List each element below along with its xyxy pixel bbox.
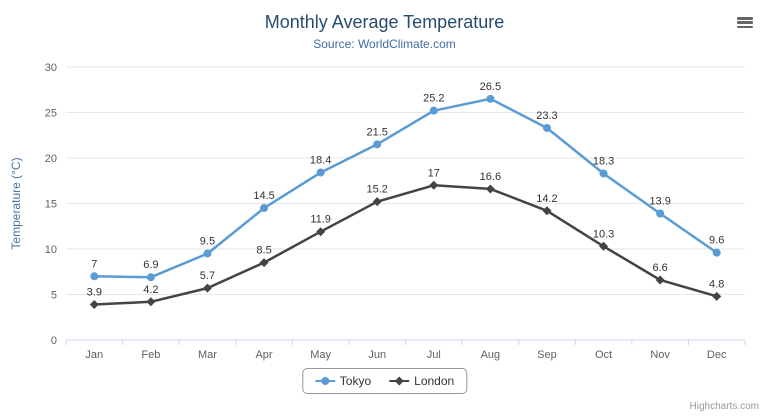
x-axis-tick-label: Oct	[595, 349, 612, 361]
point-tokyo-mar[interactable]	[203, 249, 212, 258]
point-tokyo-jul[interactable]	[429, 106, 438, 115]
point-tokyo-may[interactable]	[316, 168, 325, 177]
x-axis-tick-label: Sep	[537, 349, 557, 361]
data-label-london-apr: 8.5	[256, 245, 271, 257]
y-axis-tick-label: 10	[45, 244, 57, 256]
data-label-london-jul: 17	[428, 167, 440, 179]
point-london-apr[interactable]	[259, 258, 269, 268]
data-label-tokyo-dec: 9.6	[709, 235, 724, 247]
data-label-tokyo-mar: 9.5	[200, 236, 215, 248]
series-line-london[interactable]	[93, 184, 718, 306]
data-label-london-may: 11.9	[310, 214, 331, 226]
y-axis-tick-label: 20	[45, 153, 57, 165]
x-axis-tick-label: Jun	[368, 349, 386, 361]
data-label-tokyo-nov: 13.9	[649, 196, 670, 208]
data-label-tokyo-jul: 25.2	[423, 93, 444, 105]
data-label-london-jun: 15.2	[366, 184, 387, 196]
x-axis-tick-label: Aug	[481, 349, 501, 361]
data-label-london-jan: 3.9	[87, 287, 102, 299]
point-london-feb[interactable]	[146, 297, 156, 307]
series-line-tokyo[interactable]	[93, 97, 718, 279]
point-london-nov[interactable]	[655, 275, 665, 285]
data-label-london-dec: 4.8	[709, 278, 724, 290]
y-axis-tick-label: 25	[45, 108, 57, 120]
hamburger-icon	[737, 21, 753, 24]
point-london-jun[interactable]	[372, 197, 382, 207]
data-label-london-feb: 4.2	[143, 284, 158, 296]
point-tokyo-feb[interactable]	[146, 273, 155, 282]
legend-label-london: London	[414, 374, 455, 388]
data-label-tokyo-jun: 21.5	[366, 126, 387, 138]
data-label-tokyo-may: 18.4	[310, 155, 331, 167]
legend-item-tokyo[interactable]: Tokyo	[314, 374, 372, 388]
data-label-tokyo-oct: 18.3	[593, 155, 614, 167]
x-axis-tick-label: Nov	[650, 349, 670, 361]
point-london-jan[interactable]	[89, 300, 99, 310]
y-axis-tick-label: 5	[51, 290, 57, 302]
legend-marker-circle-icon	[314, 377, 335, 385]
legend: Tokyo London	[301, 368, 468, 394]
y-axis-tick-label: 15	[45, 199, 57, 211]
x-axis-tick-label: Apr	[255, 349, 272, 361]
legend-marker-diamond-icon	[389, 376, 410, 386]
y-axis-tick-label: 0	[51, 335, 57, 347]
point-london-sep[interactable]	[542, 206, 552, 216]
x-axis-tick-label: Dec	[707, 349, 727, 361]
context-menu-button[interactable]	[735, 15, 755, 30]
x-axis-tick-label: Feb	[141, 349, 160, 361]
data-label-tokyo-feb: 6.9	[143, 259, 158, 271]
y-axis-title: Temperature (°C)	[9, 157, 23, 249]
x-axis-tick-label: Jul	[427, 349, 441, 361]
y-axis-tick-label: 30	[45, 62, 57, 74]
legend-label-tokyo: Tokyo	[339, 374, 372, 388]
data-label-london-aug: 16.6	[480, 171, 501, 183]
point-london-jul[interactable]	[429, 180, 439, 190]
point-tokyo-sep[interactable]	[542, 123, 551, 132]
credits-link[interactable]: Highcharts.com	[689, 401, 759, 412]
hamburger-icon	[737, 25, 753, 28]
data-label-london-oct: 10.3	[593, 228, 614, 240]
point-tokyo-apr[interactable]	[260, 204, 269, 213]
point-tokyo-aug[interactable]	[486, 94, 495, 103]
hamburger-icon	[737, 17, 753, 20]
legend-item-london[interactable]: London	[389, 374, 454, 388]
point-london-may[interactable]	[316, 227, 326, 237]
data-label-tokyo-jan: 7	[91, 258, 97, 270]
data-label-tokyo-apr: 14.5	[253, 190, 274, 202]
chart-title: Monthly Average Temperature	[264, 12, 505, 32]
x-axis-tick-label: May	[310, 349, 331, 361]
x-axis-tick-label: Mar	[198, 349, 217, 361]
point-london-dec[interactable]	[712, 291, 722, 301]
point-tokyo-jan[interactable]	[90, 272, 99, 281]
data-label-tokyo-sep: 23.3	[536, 110, 557, 122]
data-label-london-nov: 6.6	[652, 262, 667, 274]
point-london-mar[interactable]	[202, 283, 212, 293]
data-label-london-mar: 5.7	[200, 270, 215, 282]
data-label-tokyo-aug: 26.5	[480, 81, 501, 93]
point-london-oct[interactable]	[599, 241, 609, 251]
point-tokyo-dec[interactable]	[712, 248, 721, 257]
chart-subtitle: Source: WorldClimate.com	[313, 37, 456, 51]
point-tokyo-nov[interactable]	[656, 209, 665, 218]
data-label-london-sep: 14.2	[536, 193, 557, 205]
point-tokyo-jun[interactable]	[373, 140, 382, 149]
point-london-aug[interactable]	[485, 184, 495, 194]
point-tokyo-oct[interactable]	[599, 169, 608, 178]
x-axis-tick-label: Jan	[85, 349, 103, 361]
